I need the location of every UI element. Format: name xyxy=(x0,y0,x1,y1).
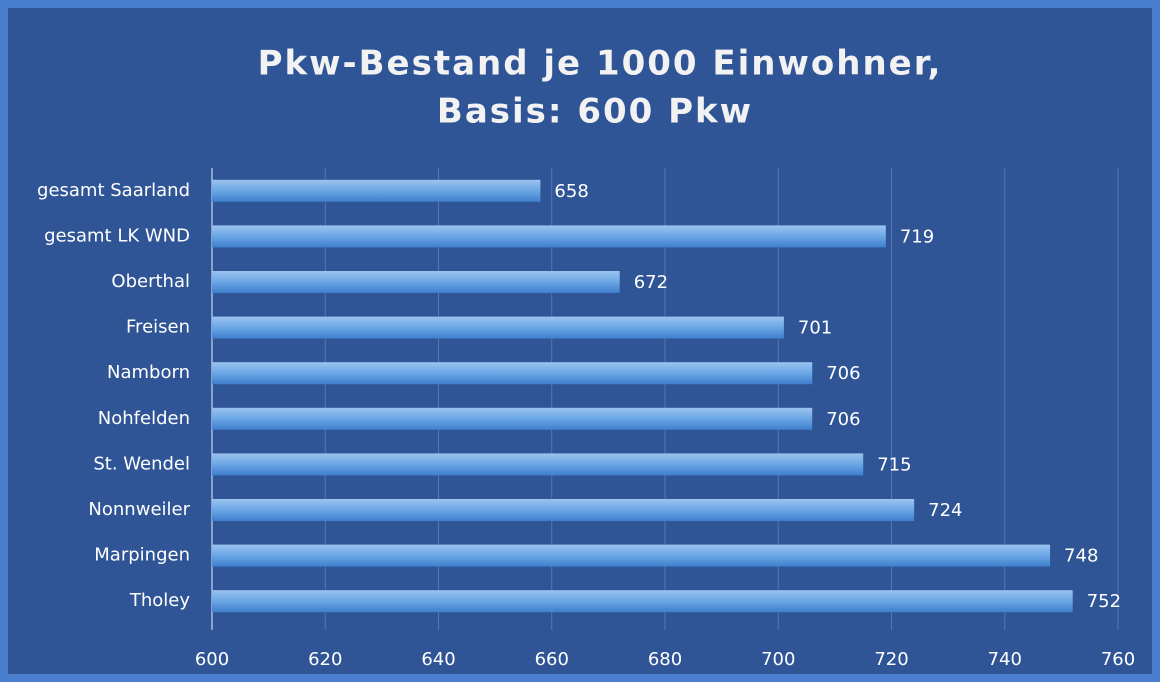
bar xyxy=(212,362,813,385)
x-tick-label: 680 xyxy=(648,649,682,670)
data-label: 701 xyxy=(798,318,832,339)
y-tick-label: gesamt LK WND xyxy=(44,225,190,246)
bar xyxy=(212,271,620,293)
y-tick-label: St. Wendel xyxy=(93,453,190,474)
x-tick-label: 660 xyxy=(535,649,569,670)
x-tick-label: 760 xyxy=(1101,649,1135,670)
x-tick-label: 620 xyxy=(308,649,342,670)
bar xyxy=(212,179,541,202)
data-label: 719 xyxy=(900,226,934,247)
bar xyxy=(212,225,886,248)
y-tick-label: gesamt Saarland xyxy=(37,180,190,201)
data-label: 748 xyxy=(1064,546,1098,567)
data-label: 752 xyxy=(1087,591,1121,612)
y-tick-label: Namborn xyxy=(107,362,190,383)
x-tick-label: 600 xyxy=(195,649,229,670)
bar xyxy=(212,544,1051,567)
y-tick-label: Oberthal xyxy=(111,271,190,292)
bar xyxy=(212,590,1073,613)
bar xyxy=(212,316,784,339)
data-label: 706 xyxy=(826,363,860,384)
x-tick-label: 700 xyxy=(761,649,795,670)
bar xyxy=(212,453,864,476)
y-tick-label: Nonnweiler xyxy=(88,499,190,520)
data-label: 715 xyxy=(877,454,911,475)
y-tick-label: Freisen xyxy=(126,317,190,338)
chart-title: Pkw-Bestand je 1000 Einwohner, xyxy=(258,44,943,84)
x-tick-label: 720 xyxy=(874,649,908,670)
chart-title: Basis: 600 Pkw xyxy=(437,92,753,132)
x-tick-label: 640 xyxy=(421,649,455,670)
y-tick-label: Tholey xyxy=(129,590,190,611)
data-label: 672 xyxy=(634,272,668,293)
x-tick-label: 740 xyxy=(988,649,1022,670)
bar xyxy=(212,499,915,521)
data-label: 706 xyxy=(826,409,860,430)
y-tick-label: Marpingen xyxy=(94,545,190,566)
data-label: 658 xyxy=(554,181,588,202)
bar xyxy=(212,407,813,430)
y-tick-label: Nohfelden xyxy=(98,408,190,429)
data-label: 724 xyxy=(928,500,962,521)
